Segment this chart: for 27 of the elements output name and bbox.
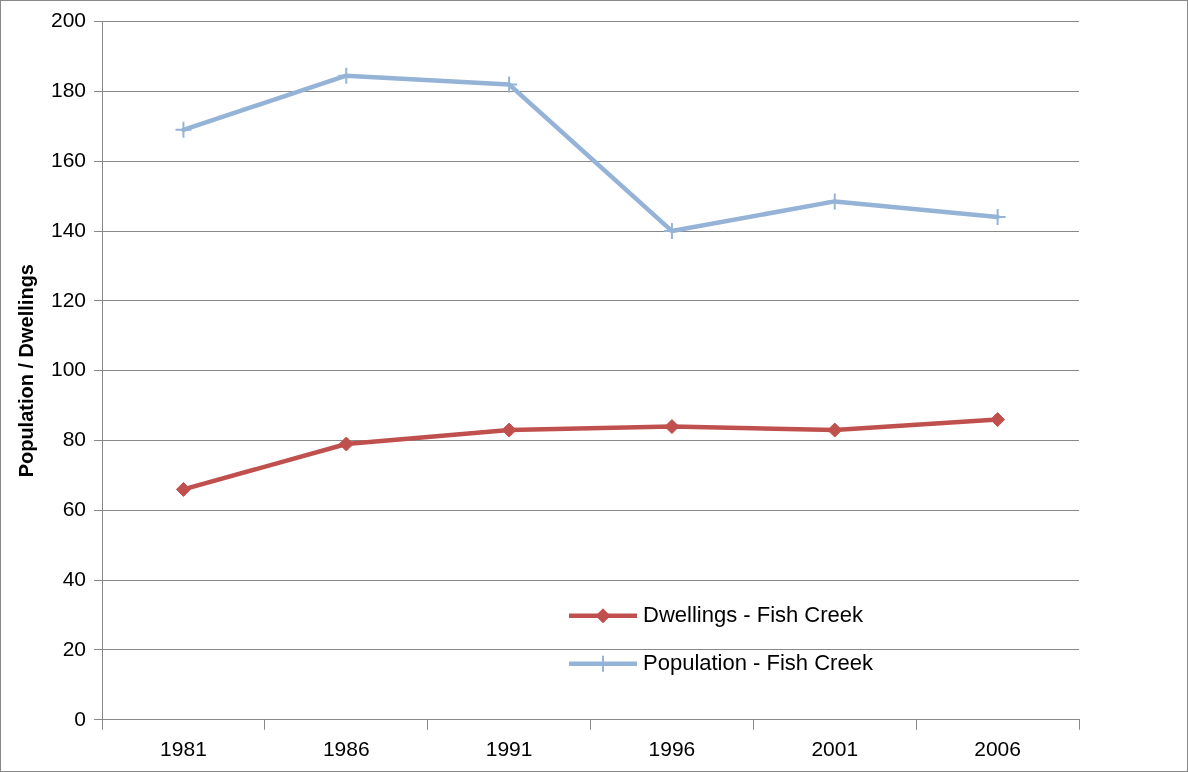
y-tick-label: 20 [62,636,87,660]
y-tick-label: 100 [50,357,87,381]
x-tick-label: 1991 [485,737,533,761]
legend-label: Dwellings - Fish Creek [643,601,865,627]
y-tick-label: 140 [50,217,87,241]
x-tick-label: 1996 [648,737,696,761]
point [664,419,680,435]
y-tick-label: 60 [62,497,87,521]
point [175,481,191,497]
point [174,120,193,139]
y-tick-label: 0 [74,706,87,730]
y-tick-label: 40 [62,566,87,590]
point [827,422,843,438]
point [338,436,354,452]
point [501,422,517,438]
x-tick-label: 1986 [322,737,370,761]
y-axis-title: Population / Dwellings [14,264,37,478]
y-tick-label: 200 [50,8,87,32]
y-tick-label: 160 [50,148,87,172]
y-tick-label: 120 [50,287,87,311]
legend-label: Population - Fish Creek [643,649,874,675]
y-tick-label: 180 [50,78,87,102]
y-tick-label: 80 [62,427,87,451]
x-tick-label: 1981 [160,737,207,761]
point [990,412,1006,428]
x-tick-label: 2001 [811,737,859,761]
x-tick-label: 2006 [974,737,1021,761]
